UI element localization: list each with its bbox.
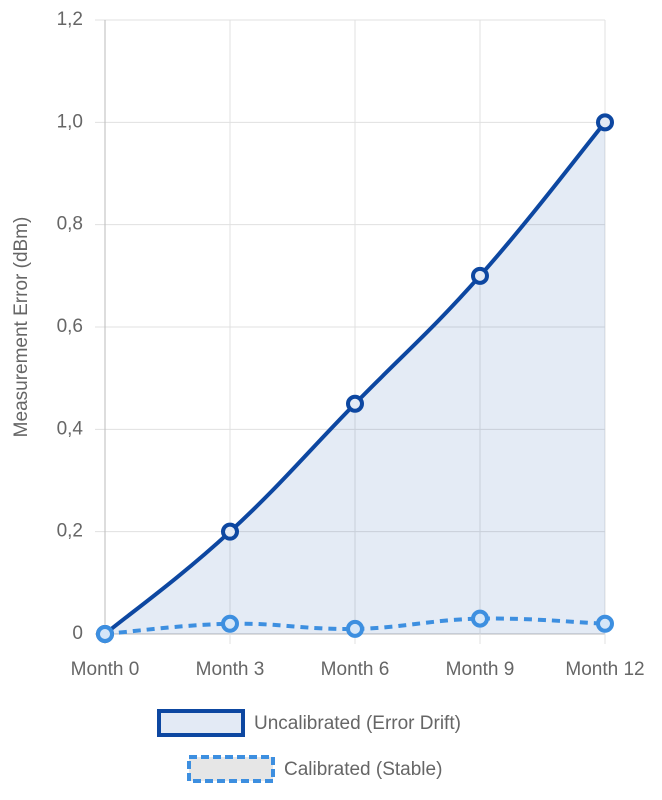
area xyxy=(105,122,605,634)
x-tick-label: Month 9 xyxy=(446,659,515,680)
point xyxy=(96,625,114,643)
point xyxy=(471,266,489,285)
point xyxy=(471,609,489,628)
legend-label: Uncalibrated (Error Drift) xyxy=(254,713,461,734)
point xyxy=(346,619,364,638)
point xyxy=(596,614,614,633)
point xyxy=(221,522,239,541)
point xyxy=(596,113,614,132)
y-tick-label: 0,8 xyxy=(57,214,83,235)
legend-swatch xyxy=(187,755,275,783)
legend-label: Calibrated (Stable) xyxy=(284,759,442,780)
y-tick-label: 0,2 xyxy=(57,521,83,542)
point xyxy=(346,394,364,413)
legend-swatch xyxy=(157,709,245,737)
x-tick-label: Month 6 xyxy=(321,659,390,680)
y-tick-label: 0,4 xyxy=(57,418,84,439)
y-tick-label: 1,0 xyxy=(57,111,83,132)
y-tick-label: 1,2 xyxy=(57,9,83,30)
x-tick-label: Month 12 xyxy=(565,659,644,680)
x-tick-label: Month 3 xyxy=(196,659,265,680)
y-tick-label: 0 xyxy=(72,623,83,644)
point xyxy=(221,614,239,633)
x-tick-label: Month 0 xyxy=(71,659,140,680)
y-tick-label: 0,6 xyxy=(57,316,83,337)
line xyxy=(104,616,606,636)
y-axis-title: Measurement Error (dBm) xyxy=(11,217,32,438)
